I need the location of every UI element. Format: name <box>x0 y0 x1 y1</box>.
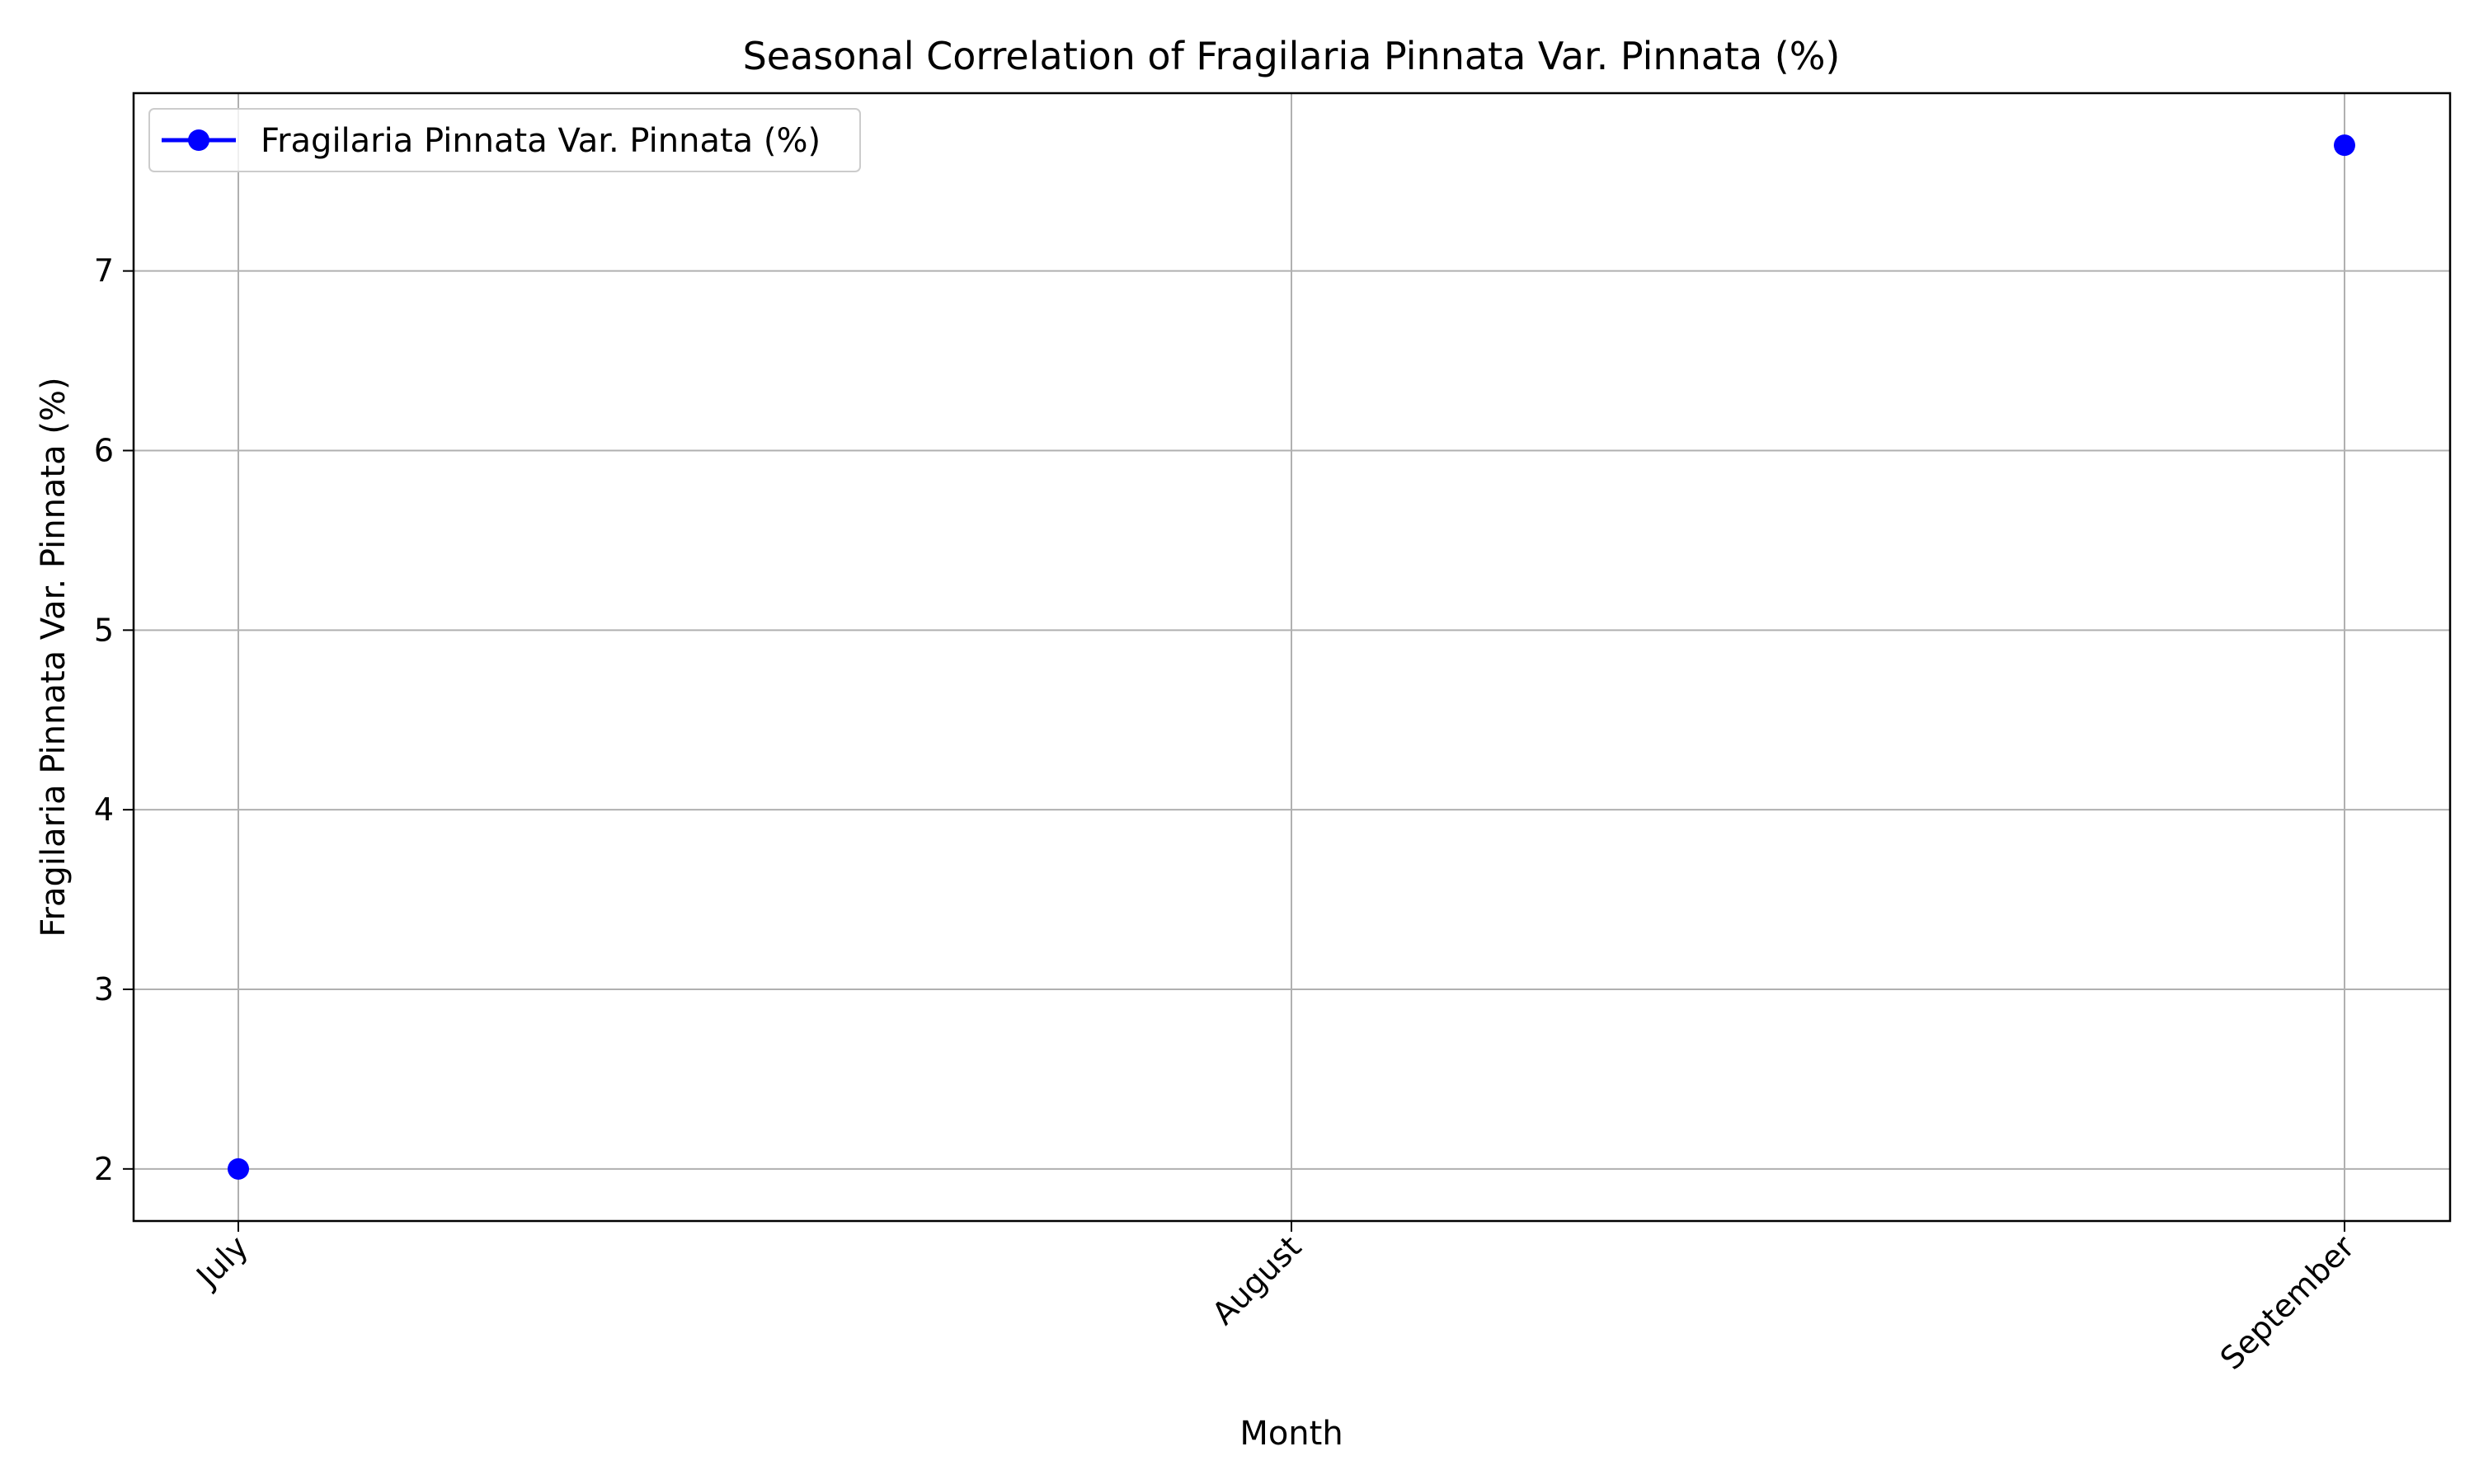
x-axis-title: Month <box>1239 1415 1343 1453</box>
data-point-july <box>228 1158 249 1180</box>
plot-area <box>132 92 2452 1223</box>
y-tick-label: 5 <box>94 612 114 648</box>
legend-box <box>148 108 861 172</box>
y-tick-label: 7 <box>94 253 114 289</box>
y-tick-label: 3 <box>94 971 114 1007</box>
y-tick-label: 4 <box>94 791 114 828</box>
y-axis: 2 3 4 5 6 7 <box>94 253 134 1187</box>
legend-marker <box>188 129 209 151</box>
y-tick-label: 2 <box>94 1151 114 1187</box>
legend: Fragilaria Pinnata Var. Pinnata (%) <box>148 108 861 172</box>
y-axis-title: Fragilaria Pinnata Var. Pinnata (%) <box>35 377 73 937</box>
data-point-september <box>2334 134 2355 157</box>
y-tick-label: 6 <box>94 432 114 468</box>
legend-label: Fragilaria Pinnata Var. Pinnata (%) <box>261 122 821 160</box>
grid-lines <box>134 93 2450 1221</box>
chart-title: Seasonal Correlation of Fragilaria Pinna… <box>743 34 1841 78</box>
series-layer <box>228 134 2355 1180</box>
